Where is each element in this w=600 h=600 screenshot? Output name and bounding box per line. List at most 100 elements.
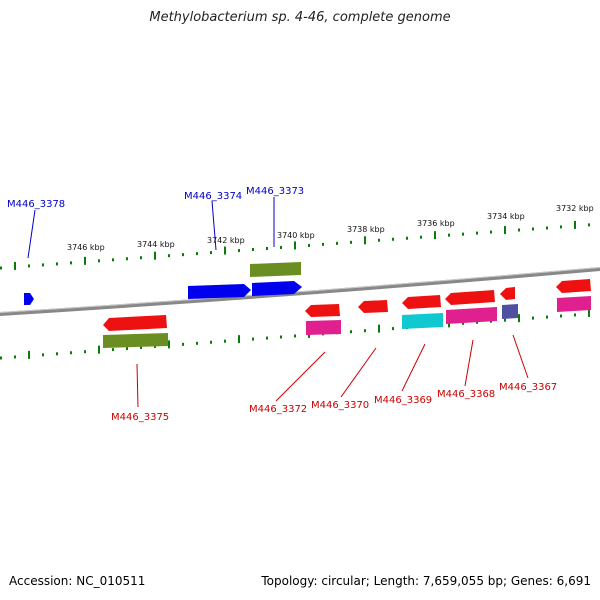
upper-scale-minor-tick	[168, 254, 170, 258]
lower-scale-minor-tick	[392, 327, 394, 331]
upper-scale-major-tick	[14, 261, 16, 270]
lower-scale-minor-tick	[42, 353, 44, 357]
lower-scale-minor-tick	[476, 320, 478, 324]
upper-scale-minor-tick	[98, 259, 100, 263]
gene-feature-3368[interactable]	[445, 290, 495, 305]
gene-label-3378[interactable]: M446_3378	[7, 199, 65, 210]
genome-backbone	[0, 267, 600, 316]
lower-scale-major-tick	[168, 340, 170, 349]
lower-scale-minor-tick	[14, 355, 16, 359]
upper-scale-minor-tick	[70, 261, 72, 265]
map-title: Methylobacterium sp. 4-46, complete geno…	[149, 10, 451, 25]
lower-scale-major-tick	[518, 314, 520, 323]
leader-line-3374	[211, 200, 217, 251]
lower-scale-major-tick	[28, 350, 30, 359]
upper-scale-minor-tick	[196, 252, 198, 256]
leader-line-3370	[340, 347, 377, 398]
gene-feature-3370[interactable]	[358, 300, 388, 313]
scale-label-3732: 3732 kbp	[556, 204, 594, 213]
gene-feature-3375-cog[interactable]	[103, 333, 168, 348]
gene-feature-3369[interactable]	[402, 295, 441, 309]
gene-feature-3367-cog[interactable]	[502, 304, 518, 319]
upper-scale-minor-tick	[448, 233, 450, 237]
upper-scale-minor-tick	[420, 235, 422, 239]
gene-feature-3366[interactable]	[556, 279, 591, 293]
upper-scale-minor-tick	[490, 230, 492, 234]
lower-scale-minor-tick	[280, 335, 282, 339]
upper-scale-minor-tick	[476, 231, 478, 235]
upper-scale-minor-tick	[336, 241, 338, 245]
upper-scale-minor-tick	[126, 257, 128, 261]
lower-scale-minor-tick	[126, 347, 128, 351]
gene-feature-3373-cog[interactable]	[250, 262, 301, 277]
upper-scale-minor-tick	[238, 249, 240, 253]
upper-scale-minor-tick	[546, 226, 548, 230]
scale-label-3746: 3746 kbp	[67, 243, 105, 252]
lower-scale-minor-tick	[210, 340, 212, 344]
upper-scale-minor-tick	[532, 227, 534, 231]
lower-scale-minor-tick	[462, 321, 464, 325]
genome-stats-text: Topology: circular; Length: 7,659,055 bp…	[261, 574, 591, 588]
upper-scale-major-tick	[84, 256, 86, 265]
lower-scale-minor-tick	[154, 344, 156, 348]
upper-scale-line	[0, 220, 590, 270]
upper-scale-major-tick	[574, 220, 576, 229]
gene-feature-3366-cog[interactable]	[557, 296, 591, 312]
upper-scale-minor-tick	[560, 225, 562, 229]
upper-scale-minor-tick	[378, 238, 380, 242]
upper-scale-major-tick	[434, 231, 436, 240]
lower-scale-major-tick	[588, 308, 590, 317]
leader-line-3369	[401, 343, 426, 392]
scale-label-3738: 3738 kbp	[347, 225, 385, 234]
gene-feature-3373[interactable]	[252, 281, 302, 296]
leader-line-3367	[512, 334, 529, 379]
gene-label-3373[interactable]: M446_3373	[246, 186, 304, 197]
upper-scale-major-tick	[504, 226, 506, 235]
gene-feature-3375[interactable]	[103, 315, 167, 331]
upper-scale-minor-tick	[0, 266, 2, 270]
upper-scale-major-tick	[154, 251, 156, 260]
upper-scale-minor-tick	[462, 232, 464, 236]
upper-scale-minor-tick	[182, 253, 184, 257]
gene-label-3372[interactable]: M446_3372	[249, 404, 307, 415]
upper-scale-minor-tick	[518, 228, 520, 232]
upper-scale-minor-tick	[28, 264, 30, 268]
leader-line-3372	[275, 351, 326, 402]
upper-scale-major-tick	[224, 246, 226, 255]
scale-label-3744: 3744 kbp	[137, 240, 175, 249]
gene-feature-3368-cog[interactable]	[446, 307, 497, 324]
upper-scale-minor-tick	[406, 236, 408, 240]
gene-feature-3369-cog[interactable]	[402, 313, 443, 329]
lower-scale-major-tick	[98, 345, 100, 354]
lower-scale-minor-tick	[350, 330, 352, 334]
gene-feature-3372-cog[interactable]	[306, 320, 341, 335]
gene-label-3368[interactable]: M446_3368	[437, 389, 495, 400]
gene-label-3367[interactable]: M446_3367	[499, 382, 557, 393]
lower-scale-minor-tick	[504, 318, 506, 322]
lower-scale-minor-tick	[546, 315, 548, 319]
lower-scale-minor-tick	[294, 334, 296, 338]
lower-scale-minor-tick	[84, 350, 86, 354]
gene-label-3369[interactable]: M446_3369	[374, 395, 432, 406]
lower-scale-minor-tick	[140, 346, 142, 349]
upper-scale-minor-tick	[112, 258, 114, 262]
lower-scale-minor-tick	[224, 339, 226, 343]
gene-feature-3378[interactable]	[24, 293, 34, 305]
upper-scale-minor-tick	[252, 248, 254, 252]
upper-scale-minor-tick	[42, 263, 44, 267]
gene-label-3370[interactable]: M446_3370	[311, 400, 369, 411]
gene-label-3374[interactable]: M446_3374	[184, 191, 242, 202]
accession-text: Accession: NC_010511	[9, 574, 146, 588]
lower-scale-minor-tick	[112, 348, 114, 352]
lower-scale-minor-tick	[560, 314, 562, 318]
lower-scale-major-tick	[378, 324, 380, 333]
leader-line-3375	[136, 363, 139, 408]
scale-label-3740: 3740 kbp	[277, 231, 315, 240]
upper-scale-major-tick	[364, 236, 366, 245]
gene-feature-3367[interactable]	[500, 287, 515, 300]
upper-scale-minor-tick	[210, 251, 212, 255]
gene-feature-3372[interactable]	[305, 304, 340, 317]
gene-label-3375[interactable]: M446_3375	[111, 412, 169, 423]
gene-feature-3374[interactable]	[188, 284, 251, 299]
